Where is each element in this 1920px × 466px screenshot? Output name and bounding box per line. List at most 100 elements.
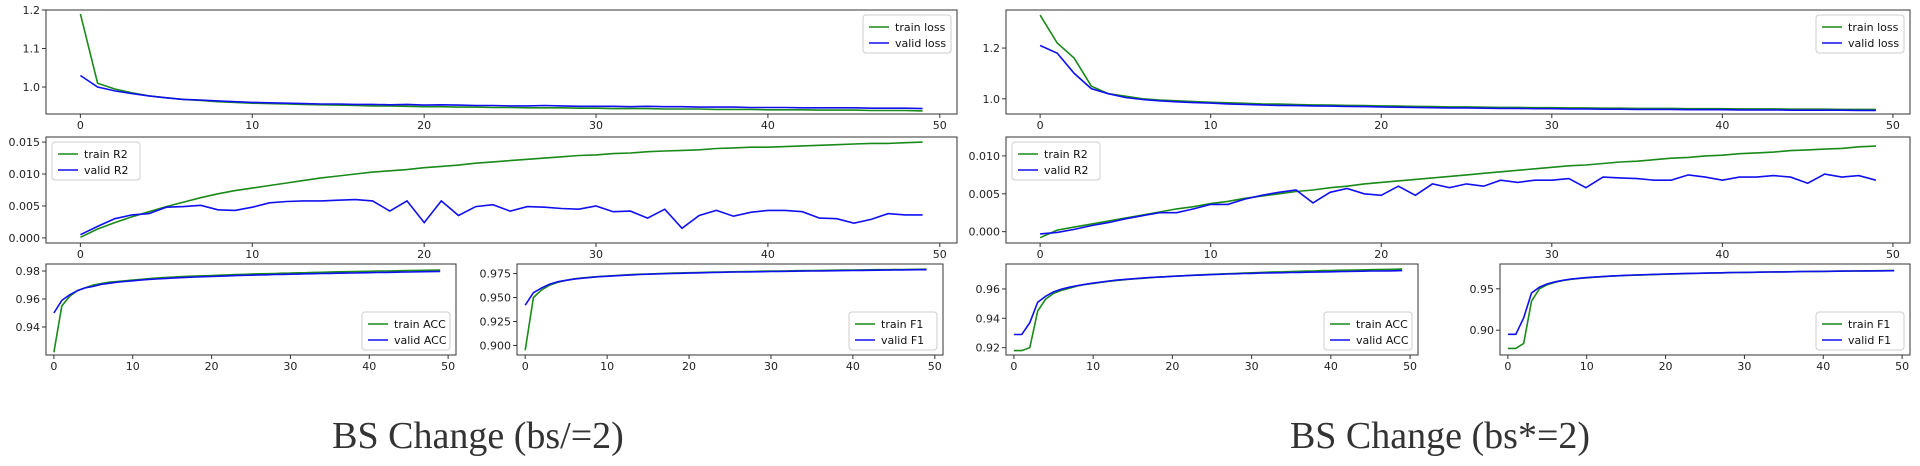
legend-label-valid: valid F1 — [1848, 334, 1891, 347]
y-tick-label: 0.94 — [16, 321, 41, 334]
x-tick-label: 40 — [362, 360, 376, 373]
y-tick-label: 0.95 — [1470, 283, 1495, 296]
x-tick-label: 20 — [1659, 360, 1673, 373]
axes-frame — [45, 263, 457, 356]
y-tick-label: 1.0 — [23, 81, 41, 94]
series-line-train — [1039, 14, 1876, 111]
y-tick-label: 0.010 — [9, 168, 41, 181]
y-tick-label: 1.2 — [983, 42, 1001, 55]
series-line-valid — [79, 74, 923, 110]
y-tick-label: 0.975 — [480, 268, 512, 281]
y-tick-label: 0.000 — [969, 226, 1001, 239]
x-tick-label: 20 — [417, 119, 431, 132]
y-tick-label: 0.005 — [9, 200, 41, 213]
legend: train loss valid loss — [862, 14, 952, 54]
x-tick-label: 40 — [761, 248, 775, 261]
legend-label-train: train R2 — [1044, 148, 1088, 161]
x-tick-label: 0 — [50, 360, 57, 373]
caption-right: BS Change (bs*=2) — [1289, 415, 1591, 457]
series-line-valid — [1507, 269, 1895, 336]
x-tick-label: 0 — [1504, 360, 1511, 373]
y-tick-label: 0.92 — [976, 342, 1001, 355]
y-tick-label: 0.96 — [976, 283, 1001, 296]
subplot-l-acc: 0 10 20 30 40 50 0.94 0.96 0.98 train ACC valid AC… — [16, 263, 457, 373]
axes-frame — [516, 263, 944, 356]
series-line-train — [1039, 145, 1876, 239]
x-tick-label: 20 — [1374, 248, 1388, 261]
x-tick-label: 50 — [1895, 360, 1909, 373]
legend-label-train: train F1 — [881, 318, 923, 331]
legend: train ACC valid ACC — [1323, 311, 1413, 351]
legend-label-train: train R2 — [84, 148, 128, 161]
x-tick-label: 30 — [764, 360, 778, 373]
axes-frame — [45, 9, 958, 115]
x-tick-label: 50 — [933, 119, 947, 132]
x-tick-label: 50 — [1886, 248, 1900, 261]
x-tick-label: 10 — [126, 360, 140, 373]
series-line-valid — [524, 268, 927, 306]
x-tick-label: 50 — [933, 248, 947, 261]
y-tick-label: 0.950 — [480, 292, 512, 305]
series-line-valid — [80, 198, 923, 236]
x-tick-label: 10 — [1204, 248, 1218, 261]
series-line-train — [80, 141, 923, 239]
y-tick-label: 0.015 — [9, 136, 41, 149]
x-tick-label: 50 — [441, 360, 455, 373]
y-tick-label: 0.90 — [1470, 324, 1495, 337]
legend-label-train: train F1 — [1848, 318, 1890, 331]
series-line-valid — [1039, 44, 1876, 112]
x-tick-label: 20 — [205, 360, 219, 373]
subplot-r-acc: 0 10 20 30 40 50 0.92 0.94 0.96 train ACC valid AC… — [976, 263, 1419, 373]
x-tick-label: 30 — [1545, 248, 1559, 261]
x-tick-label: 40 — [1324, 360, 1338, 373]
y-tick-label: 0.900 — [480, 339, 512, 352]
axes-frame — [1005, 136, 1911, 244]
x-tick-label: 0 — [1010, 360, 1017, 373]
x-tick-label: 20 — [1165, 360, 1179, 373]
axes-frame — [1005, 9, 1911, 115]
subplot-r-r2: 0 10 20 30 40 50 0.000 0.005 0.010 train R2 valid … — [969, 136, 1911, 261]
legend: train loss valid loss — [1815, 14, 1905, 54]
legend: train F1 valid F1 — [848, 311, 938, 351]
x-tick-label: 40 — [1715, 248, 1729, 261]
x-tick-label: 40 — [1816, 360, 1830, 373]
x-tick-label: 0 — [77, 119, 84, 132]
x-tick-label: 30 — [1737, 360, 1751, 373]
legend-label-valid: valid loss — [895, 37, 946, 50]
x-tick-label: 20 — [1374, 119, 1388, 132]
y-tick-label: 0.000 — [9, 232, 41, 245]
legend: train ACC valid ACC — [361, 311, 451, 351]
x-tick-label: 50 — [928, 360, 942, 373]
x-tick-label: 0 — [1037, 119, 1044, 132]
y-tick-label: 1.0 — [983, 93, 1001, 106]
x-tick-label: 10 — [1580, 360, 1594, 373]
x-tick-label: 50 — [1886, 119, 1900, 132]
x-tick-label: 10 — [245, 119, 259, 132]
legend-label-train: train ACC — [1356, 318, 1408, 331]
legend-label-valid: valid ACC — [1356, 334, 1409, 347]
series-line-valid — [53, 270, 441, 314]
x-tick-label: 0 — [1037, 248, 1044, 261]
x-tick-label: 10 — [245, 248, 259, 261]
x-tick-label: 40 — [1715, 119, 1729, 132]
subplot-l-loss: 0 10 20 30 40 50 1.0 1.1 1.2 train loss valid loss — [23, 4, 958, 132]
legend: train R2 valid R2 — [1011, 141, 1101, 181]
legend-label-valid: valid F1 — [881, 334, 924, 347]
subplot-r-loss: 0 10 20 30 40 50 1.0 1.2 train loss valid loss — [983, 9, 1911, 132]
y-tick-label: 0.010 — [969, 150, 1001, 163]
legend-label-valid: valid R2 — [1044, 164, 1088, 177]
x-tick-label: 30 — [1245, 360, 1259, 373]
axes-frame — [45, 136, 958, 244]
legend: train F1 valid F1 — [1815, 311, 1905, 351]
x-tick-label: 10 — [1204, 119, 1218, 132]
y-tick-label: 0.94 — [976, 312, 1001, 325]
y-tick-label: 0.925 — [480, 315, 512, 328]
subplot-l-r2: 0 10 20 30 40 50 0.000 0.005 0.010 0.015 train R2 v… — [9, 136, 958, 261]
x-tick-label: 20 — [417, 248, 431, 261]
x-tick-label: 0 — [77, 248, 84, 261]
x-tick-label: 30 — [589, 248, 603, 261]
x-tick-label: 10 — [1086, 360, 1100, 373]
y-tick-label: 0.005 — [969, 188, 1001, 201]
x-tick-label: 30 — [589, 119, 603, 132]
